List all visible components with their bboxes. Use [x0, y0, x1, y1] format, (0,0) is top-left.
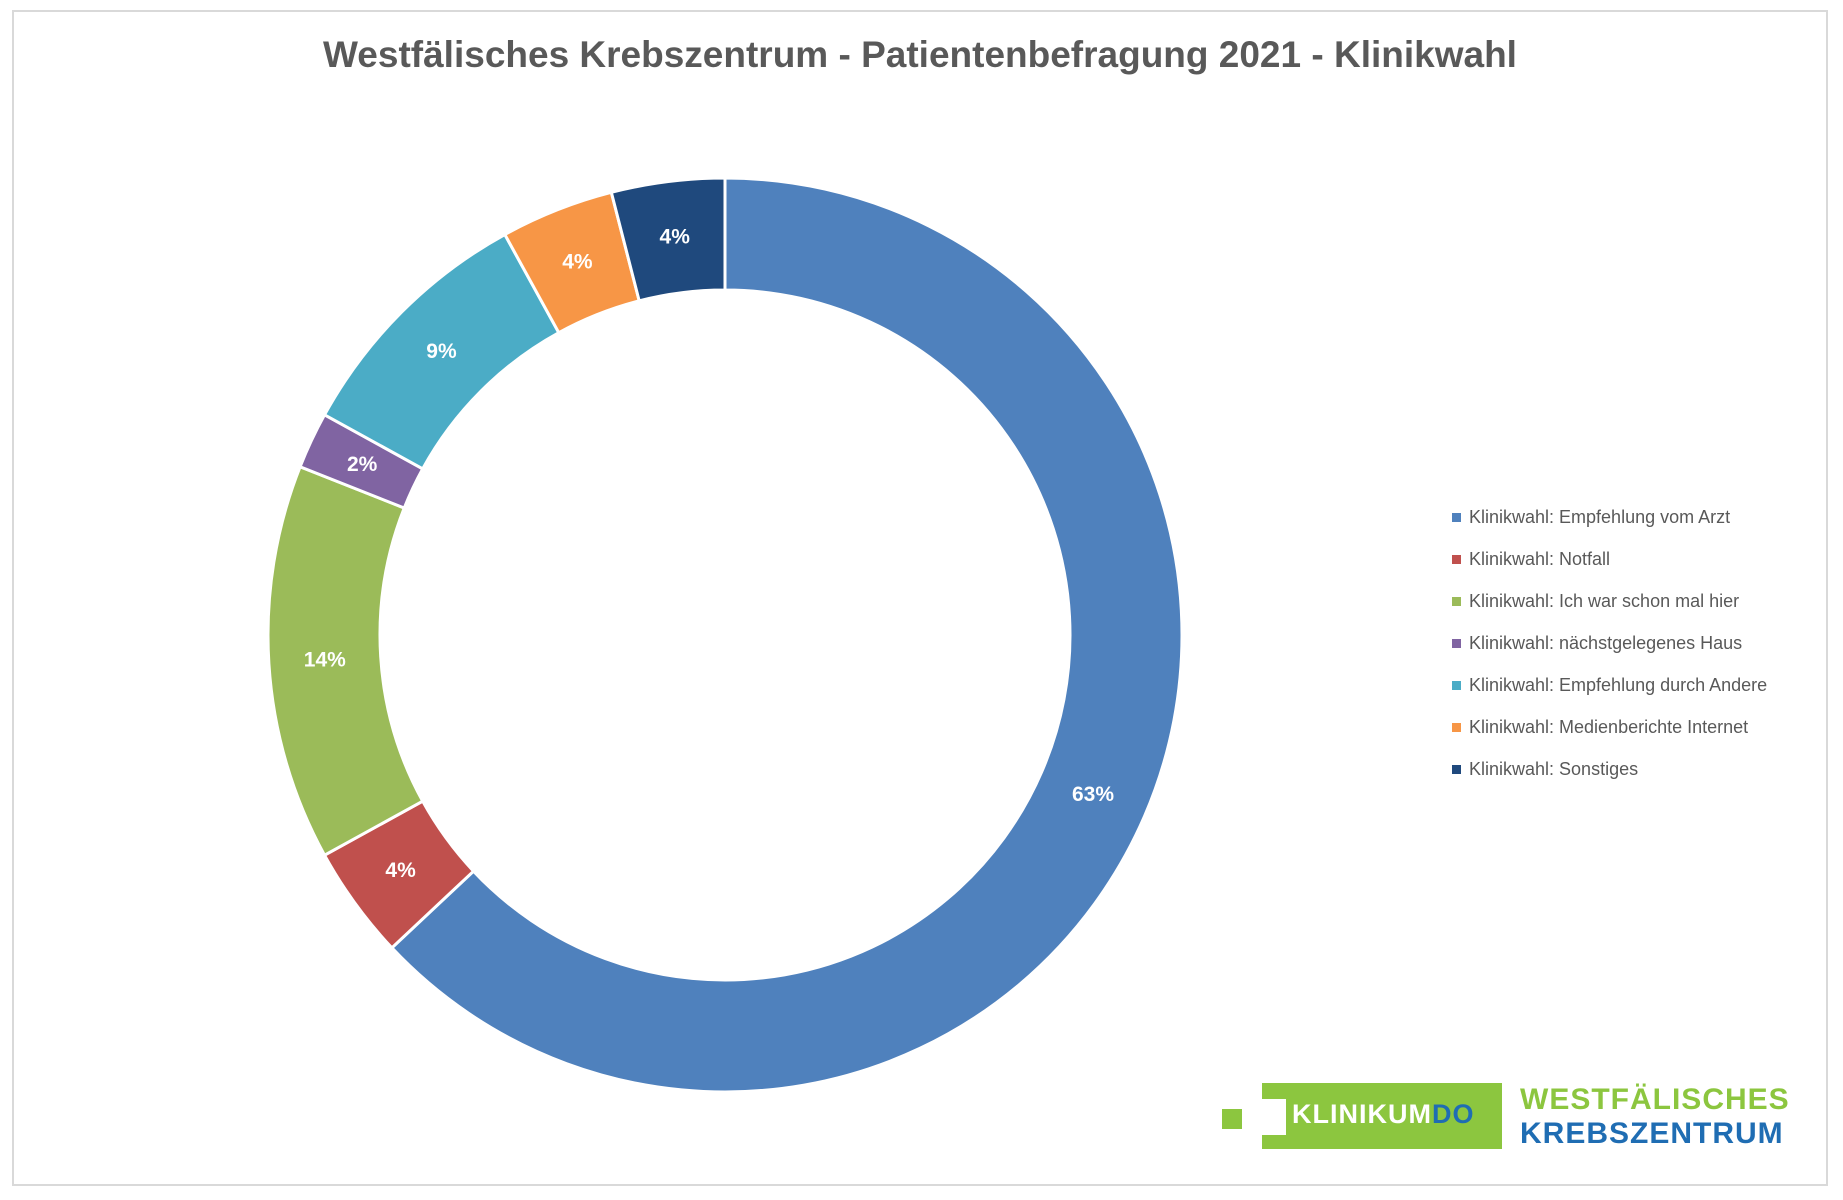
- slice-label-2: 14%: [304, 649, 346, 672]
- klinikum-logo: KLINIKUMDO WESTFÄLISCHES KREBSZENTRUM: [1222, 1083, 1822, 1153]
- logo-line-krebszentrum: KREBSZENTRUM: [1520, 1117, 1784, 1150]
- legend-swatch: [1452, 554, 1461, 564]
- legend-label: Klinikwahl: Sonstiges: [1469, 758, 1639, 779]
- legend-item-6: Klinikwahl: Sonstiges: [1452, 748, 1767, 790]
- legend-swatch: [1452, 638, 1461, 648]
- legend-label: Klinikwahl: nächstgelegenes Haus: [1469, 632, 1743, 653]
- logo-box: KLINIKUMDO: [1262, 1083, 1502, 1149]
- logo-do-text: DO: [1431, 1099, 1475, 1129]
- slice-label-5: 4%: [562, 251, 593, 274]
- logo-notch: [1262, 1099, 1286, 1135]
- legend-swatch: [1452, 680, 1461, 690]
- slice-label-3: 2%: [347, 453, 378, 476]
- donut-slice-0: [389, 176, 1184, 1094]
- donut-slice-6: [609, 176, 727, 303]
- legend-label: Klinikwahl: Empfehlung durch Andere: [1469, 674, 1768, 695]
- chart-legend: Klinikwahl: Empfehlung vom Arzt Klinikwah…: [1452, 496, 1767, 790]
- logo-line-westfaelisches: WESTFÄLISCHES: [1520, 1083, 1790, 1116]
- legend-label: Klinikwahl: Medienberichte Internet: [1469, 716, 1749, 737]
- logo-box-text: KLINIKUMDO: [1292, 1099, 1474, 1130]
- legend-item-3: Klinikwahl: nächstgelegenes Haus: [1452, 622, 1767, 664]
- legend-swatch: [1452, 722, 1461, 732]
- legend-label: Klinikwahl: Ich war schon mal hier: [1469, 590, 1740, 611]
- legend-swatch: [1452, 596, 1461, 606]
- legend-label: Klinikwahl: Empfehlung vom Arzt: [1469, 506, 1731, 527]
- legend-label: Klinikwahl: Notfall: [1469, 548, 1611, 569]
- legend-swatch: [1452, 764, 1461, 774]
- legend-item-0: Klinikwahl: Empfehlung vom Arzt: [1452, 496, 1767, 538]
- legend-item-2: Klinikwahl: Ich war schon mal hier: [1452, 580, 1767, 622]
- slice-label-4: 9%: [426, 340, 457, 363]
- legend-swatch: [1452, 512, 1461, 522]
- legend-item-1: Klinikwahl: Notfall: [1452, 538, 1767, 580]
- logo-klinikum-text: KLINIKUM: [1292, 1099, 1432, 1129]
- slice-label-1: 4%: [385, 859, 416, 882]
- slice-label-0: 63%: [1072, 783, 1114, 806]
- legend-item-5: Klinikwahl: Medienberichte Internet: [1452, 706, 1767, 748]
- legend-item-4: Klinikwahl: Empfehlung durch Andere: [1452, 664, 1767, 706]
- logo-square: [1222, 1109, 1242, 1129]
- slice-label-6: 4%: [660, 226, 691, 249]
- chart-title: Westfälisches Krebszentrum - Patientenbe…: [323, 34, 1517, 75]
